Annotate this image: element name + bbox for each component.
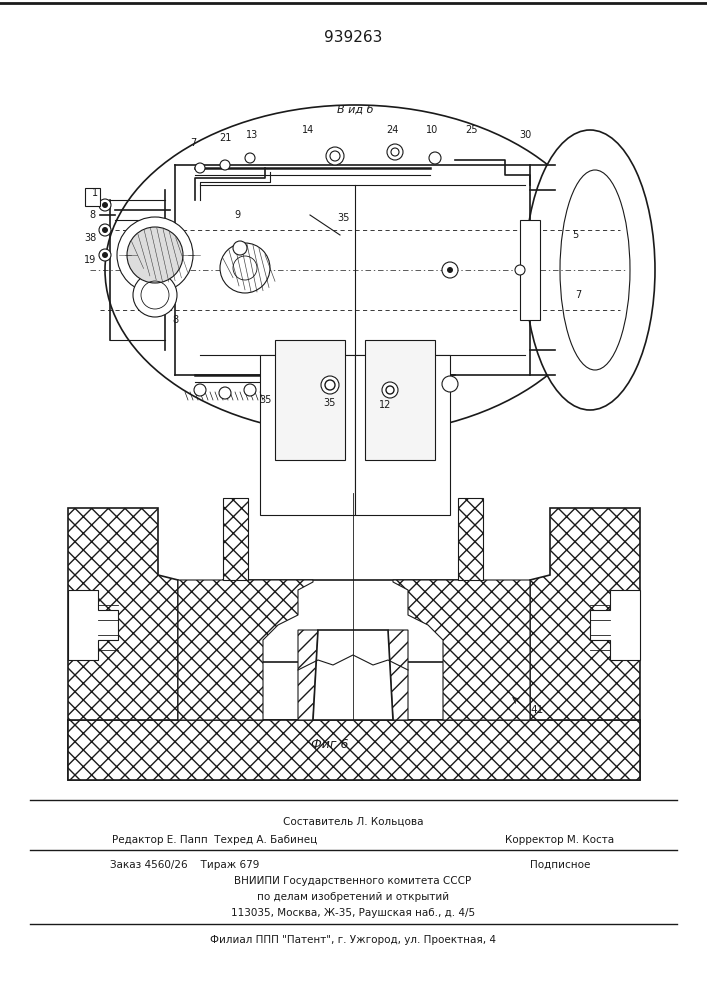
Text: 35: 35 — [337, 213, 349, 223]
Circle shape — [220, 243, 270, 293]
Text: Корректор М. Коста: Корректор М. Коста — [506, 835, 614, 845]
Polygon shape — [313, 630, 393, 720]
Circle shape — [330, 151, 340, 161]
Circle shape — [244, 384, 256, 396]
Bar — [260, 355, 355, 515]
Text: 7: 7 — [575, 290, 581, 300]
Text: Подписное: Подписное — [530, 860, 590, 870]
Text: 113035, Москва, Ж-35, Раушская наб., д. 4/5: 113035, Москва, Ж-35, Раушская наб., д. … — [231, 908, 475, 918]
Text: 41: 41 — [530, 705, 543, 715]
Circle shape — [133, 273, 177, 317]
Circle shape — [442, 262, 458, 278]
Bar — [223, 580, 483, 662]
Ellipse shape — [525, 130, 655, 410]
Text: Составитель Л. Кольцова: Составитель Л. Кольцова — [283, 817, 423, 827]
Polygon shape — [388, 630, 408, 720]
Polygon shape — [298, 630, 318, 720]
Circle shape — [391, 148, 399, 156]
Text: 21: 21 — [218, 133, 231, 143]
Bar — [275, 340, 345, 460]
Circle shape — [102, 202, 108, 208]
Text: Фиг 6: Фиг 6 — [311, 738, 349, 752]
Polygon shape — [590, 590, 640, 660]
Circle shape — [102, 252, 108, 258]
Circle shape — [194, 384, 206, 396]
Text: 8: 8 — [172, 315, 178, 325]
Circle shape — [219, 387, 231, 399]
Circle shape — [127, 227, 183, 283]
Circle shape — [429, 152, 441, 164]
Text: Заказ 4560/26    Тираж 679: Заказ 4560/26 Тираж 679 — [110, 860, 259, 870]
Circle shape — [102, 227, 108, 233]
Text: 38: 38 — [84, 233, 96, 243]
Text: 35: 35 — [324, 398, 337, 408]
Polygon shape — [393, 580, 530, 720]
Bar — [68, 720, 640, 780]
Polygon shape — [68, 590, 118, 660]
Bar — [68, 720, 640, 780]
Circle shape — [195, 163, 205, 173]
Text: Фиг 5: Фиг 5 — [311, 424, 349, 436]
Circle shape — [117, 217, 193, 293]
Circle shape — [220, 160, 230, 170]
Circle shape — [99, 249, 111, 261]
Circle shape — [99, 224, 111, 236]
Text: 24: 24 — [386, 125, 398, 135]
Bar — [355, 355, 450, 515]
Polygon shape — [530, 508, 640, 720]
Bar — [365, 340, 435, 460]
Text: ВНИИПИ Государственного комитета СССР: ВНИИПИ Государственного комитета СССР — [235, 876, 472, 886]
Circle shape — [326, 147, 344, 165]
Text: 30: 30 — [519, 130, 531, 140]
Bar — [520, 220, 540, 320]
Circle shape — [325, 380, 335, 390]
Text: В ид б: В ид б — [337, 105, 373, 115]
Circle shape — [233, 241, 247, 255]
Text: Редактор Е. Папп  Техред А. Бабинец: Редактор Е. Папп Техред А. Бабинец — [112, 835, 317, 845]
Circle shape — [515, 265, 525, 275]
Text: 12: 12 — [379, 400, 391, 410]
Circle shape — [447, 267, 453, 273]
Text: 7: 7 — [190, 138, 196, 148]
Polygon shape — [68, 508, 178, 720]
Polygon shape — [178, 580, 313, 720]
Text: 9: 9 — [234, 210, 240, 220]
Text: 10: 10 — [426, 125, 438, 135]
Circle shape — [321, 376, 339, 394]
Polygon shape — [223, 498, 248, 580]
Text: 1: 1 — [92, 188, 98, 198]
Circle shape — [387, 144, 403, 160]
Bar — [85, 188, 100, 206]
Text: по делам изобретений и открытий: по делам изобретений и открытий — [257, 892, 449, 902]
Text: Филиал ППП "Патент", г. Ужгород, ул. Проектная, 4: Филиал ППП "Патент", г. Ужгород, ул. Про… — [210, 935, 496, 945]
Circle shape — [382, 382, 398, 398]
Text: 25: 25 — [466, 125, 478, 135]
Text: 8: 8 — [89, 210, 95, 220]
Text: 939263: 939263 — [324, 30, 382, 45]
Text: 5: 5 — [572, 230, 578, 240]
Text: 13: 13 — [246, 130, 258, 140]
Text: 14: 14 — [302, 125, 314, 135]
Circle shape — [99, 199, 111, 211]
Text: 35: 35 — [259, 395, 271, 405]
Circle shape — [386, 386, 394, 394]
Circle shape — [245, 153, 255, 163]
Circle shape — [442, 376, 458, 392]
Text: 19: 19 — [84, 255, 96, 265]
Polygon shape — [458, 498, 483, 580]
